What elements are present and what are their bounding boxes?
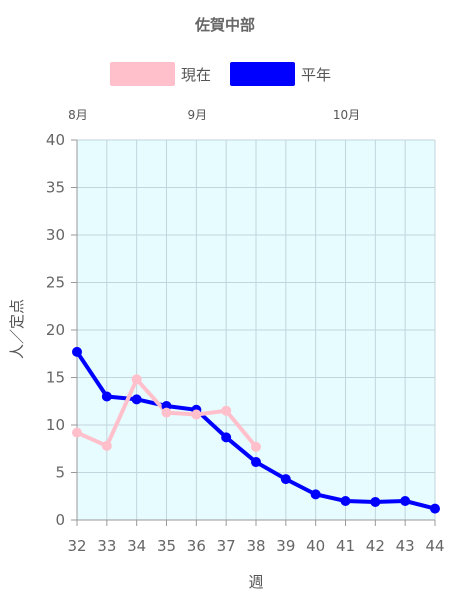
x-tick-label: 33 (97, 537, 116, 555)
data-point-normal (310, 489, 321, 500)
month-label: 9月 (188, 108, 208, 122)
x-tick-label: 43 (396, 537, 415, 555)
data-point-current (101, 440, 112, 451)
x-tick-label: 36 (187, 537, 206, 555)
data-point-current (191, 409, 202, 420)
data-point-normal (280, 474, 291, 485)
data-point-normal (430, 503, 440, 514)
data-point-current (251, 441, 261, 452)
data-point-current (221, 405, 232, 416)
data-point-current (161, 407, 172, 418)
data-point-normal (101, 391, 112, 402)
x-tick-label: 41 (336, 537, 355, 555)
y-tick-label: 20 (46, 321, 65, 339)
x-tick-label: 40 (306, 537, 325, 555)
data-point-normal (72, 346, 82, 357)
legend-swatch-current[interactable] (110, 62, 175, 86)
x-tick-label: 44 (425, 537, 444, 555)
grid (76, 139, 436, 521)
x-tick-label: 38 (246, 537, 265, 555)
legend-swatch-normal[interactable] (230, 62, 295, 86)
data-point-normal (370, 496, 381, 507)
y-tick-label: 0 (55, 511, 65, 529)
month-label: 10月 (333, 108, 360, 122)
data-point-normal (400, 496, 411, 506)
data-point-normal (340, 496, 351, 506)
x-tick-label: 39 (276, 537, 295, 555)
y-tick-label: 5 (55, 464, 65, 482)
x-tick-label: 32 (67, 537, 86, 555)
legend-label-normal[interactable]: 平年 (301, 66, 331, 84)
y-tick-label: 30 (46, 226, 65, 244)
y-tick-label: 35 (46, 179, 65, 197)
series-points (72, 346, 440, 514)
x-tick-label: 37 (217, 537, 236, 555)
y-tick-label: 40 (46, 131, 65, 149)
y-axis-label: 人／定点 (8, 299, 26, 359)
y-tick-label: 10 (46, 416, 65, 434)
x-axis-label: 週 (248, 573, 263, 591)
data-point-current (72, 427, 82, 438)
legend: 現在 平年 (110, 62, 331, 86)
chart-title: 佐賀中部 (194, 16, 255, 34)
y-tick-label: 25 (46, 274, 65, 292)
legend-label-current[interactable]: 現在 (181, 66, 211, 84)
x-tick-label: 35 (157, 537, 176, 555)
data-point-normal (221, 432, 232, 443)
data-point-normal (131, 394, 142, 405)
data-point-normal (251, 457, 261, 468)
y-tick-label: 15 (46, 369, 65, 387)
x-tick-label: 34 (127, 537, 146, 555)
axes: 32 33 34 35 36 37 38 39 40 41 42 43 44 0 5 10 15 20 25 30 35… (46, 131, 445, 555)
data-point-current (131, 374, 142, 385)
x-tick-label: 42 (366, 537, 385, 555)
month-label: 8月 (68, 108, 88, 122)
month-labels: 8月 9月 10月 (68, 108, 360, 122)
